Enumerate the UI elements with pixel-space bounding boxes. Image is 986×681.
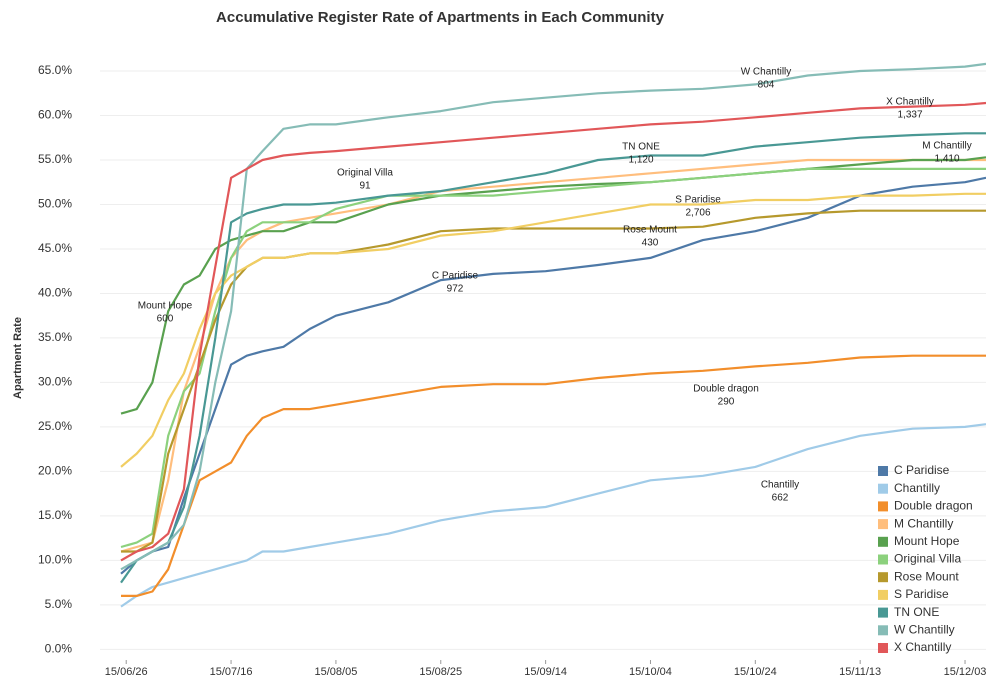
legend-swatch bbox=[878, 625, 888, 636]
y-tick-label: 30.0% bbox=[38, 375, 72, 389]
y-tick-label: 50.0% bbox=[38, 197, 72, 211]
y-tick-label: 20.0% bbox=[38, 464, 72, 478]
annotation-name: W Chantilly bbox=[741, 67, 792, 78]
x-tick-label: 15/09/14 bbox=[524, 666, 567, 678]
series-line bbox=[120, 192, 986, 468]
annotation-value: 1,410 bbox=[934, 154, 959, 165]
annotation-value: 600 bbox=[157, 314, 174, 325]
y-tick-label: 45.0% bbox=[38, 241, 72, 255]
x-tick-label: 15/12/03 bbox=[944, 666, 986, 678]
annotation-value: 1,337 bbox=[897, 110, 922, 121]
legend-label: M Chantilly bbox=[894, 516, 953, 530]
y-tick-label: 55.0% bbox=[38, 152, 72, 166]
annotation-value: 430 bbox=[642, 238, 659, 249]
legend-label: TN ONE bbox=[894, 605, 939, 619]
y-tick-label: 25.0% bbox=[38, 419, 72, 433]
series-line bbox=[120, 132, 986, 584]
legend-swatch bbox=[878, 589, 888, 600]
x-tick-label: 15/08/05 bbox=[315, 666, 358, 678]
legend-swatch bbox=[878, 536, 888, 547]
x-tick-label: 15/10/24 bbox=[734, 666, 777, 678]
annotation-name: Chantilly bbox=[761, 480, 799, 491]
annotation-value: 972 bbox=[447, 284, 464, 295]
legend-swatch bbox=[878, 554, 888, 565]
annotation-value: 1,120 bbox=[628, 155, 653, 166]
y-tick-label: 5.0% bbox=[45, 597, 73, 611]
x-tick-label: 15/06/26 bbox=[105, 666, 148, 678]
y-tick-label: 0.0% bbox=[45, 641, 73, 655]
annotation-name: S Paridise bbox=[675, 195, 721, 206]
legend-swatch bbox=[878, 466, 888, 476]
x-tick-label: 15/07/16 bbox=[210, 666, 253, 678]
annotation-name: X Chantilly bbox=[886, 97, 934, 108]
chart-title: Accumulative Register Rate of Apartments… bbox=[216, 9, 665, 26]
legend-swatch bbox=[878, 607, 888, 618]
annotation-name: Original Villa bbox=[337, 168, 393, 179]
series-line bbox=[120, 101, 986, 562]
annotation-name: TN ONE bbox=[622, 142, 660, 153]
annotation-name: Double dragon bbox=[693, 384, 759, 395]
legend-label: X Chantilly bbox=[894, 640, 951, 654]
y-tick-label: 65.0% bbox=[38, 63, 72, 77]
series-line bbox=[120, 423, 986, 608]
annotation-value: 804 bbox=[758, 80, 775, 91]
x-tick-label: 15/11/13 bbox=[839, 666, 881, 678]
x-tick-label: 15/10/04 bbox=[629, 666, 672, 678]
legend-label: Mount Hope bbox=[894, 534, 960, 548]
legend-swatch bbox=[878, 519, 888, 530]
legend-label: Chantilly bbox=[894, 481, 940, 495]
series-line bbox=[121, 209, 986, 553]
y-tick-label: 15.0% bbox=[38, 508, 72, 522]
annotation-value: 91 bbox=[359, 181, 371, 192]
annotation-value: 2,706 bbox=[685, 208, 710, 219]
annotation-value: 662 bbox=[772, 493, 789, 504]
legend-label: Original Villa bbox=[894, 552, 961, 566]
annotation-name: Mount Hope bbox=[138, 301, 193, 312]
y-tick-label: 40.0% bbox=[38, 286, 72, 300]
annotation-name: Rose Mount bbox=[623, 225, 677, 236]
annotation-name: M Chantilly bbox=[922, 141, 971, 152]
legend-label: S Paridise bbox=[894, 587, 949, 601]
x-tick-label: 15/08/25 bbox=[419, 666, 462, 678]
y-axis-label: Apartment Rate bbox=[12, 317, 24, 399]
y-tick-label: 35.0% bbox=[38, 330, 72, 344]
annotation-value: 290 bbox=[718, 397, 735, 408]
annotation-name: C Paridise bbox=[432, 271, 479, 282]
legend-label: Rose Mount bbox=[894, 569, 959, 583]
legend-label: C Paridise bbox=[894, 463, 950, 477]
legend-label: W Chantilly bbox=[894, 622, 955, 636]
legend-swatch bbox=[878, 483, 888, 494]
series-line bbox=[120, 167, 986, 549]
series-line bbox=[120, 158, 986, 553]
y-tick-label: 10.0% bbox=[38, 553, 72, 567]
legend-swatch bbox=[878, 501, 888, 512]
legend-swatch bbox=[878, 643, 888, 653]
y-tick-label: 60.0% bbox=[38, 108, 72, 122]
legend-label: Double dragon bbox=[894, 499, 973, 513]
series-line bbox=[120, 62, 986, 571]
legend-swatch bbox=[878, 572, 888, 583]
